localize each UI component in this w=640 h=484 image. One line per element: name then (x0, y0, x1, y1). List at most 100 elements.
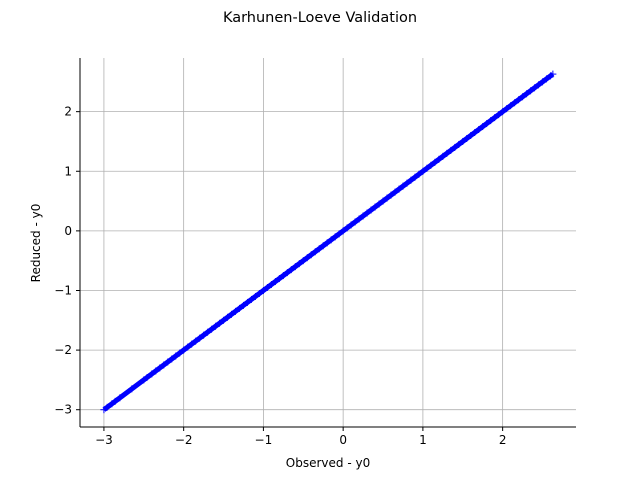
x-tick-label: 0 (339, 433, 347, 447)
y-tick-label: −3 (54, 403, 72, 417)
data-point (116, 394, 124, 402)
data-point (331, 233, 339, 241)
data-point (156, 364, 164, 372)
data-point (335, 230, 343, 238)
y-tick-label: −1 (54, 283, 72, 297)
y-tick-label: 1 (64, 164, 72, 178)
data-point (287, 266, 295, 274)
data-point (383, 194, 391, 202)
data-point (355, 215, 363, 223)
data-point (180, 346, 188, 354)
data-point (323, 239, 331, 247)
data-point (451, 143, 459, 151)
data-point (259, 286, 267, 294)
data-point (148, 370, 156, 378)
data-point (279, 272, 287, 280)
x-tick-label: −3 (95, 433, 113, 447)
data-point (542, 75, 550, 83)
x-tick-label: 1 (419, 433, 427, 447)
data-point (263, 284, 271, 292)
chart-title: Karhunen-Loeve Validation (223, 10, 417, 26)
data-point (271, 278, 279, 286)
data-point (172, 352, 180, 360)
data-point (387, 191, 395, 199)
data-point (204, 328, 212, 336)
data-point (220, 316, 228, 324)
data-point (367, 206, 375, 214)
data-point (111, 397, 119, 405)
grid-lines (80, 58, 576, 427)
data-point (143, 374, 151, 382)
data-point (339, 227, 347, 235)
data-point (327, 236, 335, 244)
data-point (379, 197, 387, 205)
data-point (503, 105, 511, 113)
data-point (419, 167, 427, 175)
data-point (459, 137, 467, 145)
data-point (439, 152, 447, 160)
data-point (192, 337, 200, 345)
data-points (100, 70, 557, 414)
data-point (375, 200, 383, 208)
data-point (483, 120, 491, 128)
data-point (467, 131, 475, 139)
data-point (196, 334, 204, 342)
data-point (311, 248, 319, 256)
data-point (208, 325, 216, 333)
data-point (427, 161, 435, 169)
data-point (251, 292, 259, 300)
axes (76, 58, 576, 431)
data-point (319, 242, 327, 250)
data-point (475, 126, 483, 134)
data-point (435, 155, 443, 163)
data-point (455, 140, 463, 148)
data-point (255, 289, 263, 297)
data-point (235, 304, 243, 312)
data-point (407, 176, 415, 184)
data-point (307, 251, 315, 259)
data-point (239, 301, 247, 309)
data-point (403, 179, 411, 187)
data-point (283, 269, 291, 277)
data-point (499, 108, 507, 116)
data-point (351, 218, 359, 226)
x-tick-label: −1 (255, 433, 273, 447)
data-point (152, 367, 160, 375)
data-point (399, 182, 407, 190)
y-tick-label: 0 (64, 224, 72, 238)
data-point (188, 340, 196, 348)
data-point (415, 170, 423, 178)
data-point (295, 260, 303, 268)
data-point (103, 403, 111, 411)
data-point (363, 209, 371, 217)
data-point (523, 90, 531, 98)
data-point (303, 254, 311, 262)
data-point (224, 313, 232, 321)
data-point (463, 134, 471, 142)
data-point (491, 114, 499, 122)
data-point (535, 81, 543, 89)
data-point (343, 224, 351, 232)
x-tick-label: 2 (499, 433, 507, 447)
data-point (347, 221, 355, 229)
data-point (299, 257, 307, 265)
data-point (423, 164, 431, 172)
data-point (539, 78, 547, 86)
data-point (411, 173, 419, 181)
data-point (443, 149, 451, 157)
data-point (549, 70, 557, 78)
data-point (515, 96, 523, 104)
data-point (359, 212, 367, 220)
data-point (176, 349, 184, 357)
y-tick-label: −2 (54, 343, 72, 357)
data-point (275, 275, 283, 283)
data-point (164, 358, 172, 366)
data-point (479, 123, 487, 131)
data-point (527, 87, 535, 95)
tick-labels: −3 −2 −1 0 1 2 −3 −2 −1 0 1 2 (54, 105, 506, 447)
data-point (200, 331, 208, 339)
data-point (519, 93, 527, 101)
